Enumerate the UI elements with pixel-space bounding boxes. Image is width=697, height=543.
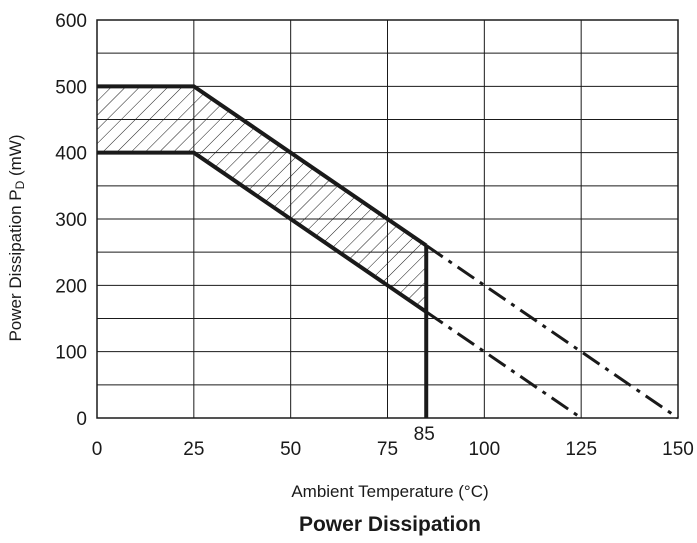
y-axis-title-unit: (mW) <box>6 134 25 180</box>
y-tick-label: 500 <box>55 77 87 98</box>
y-axis-title: Power Dissipation PD (mW) <box>6 134 27 341</box>
y-tick-labels: 0 100 200 300 400 500 600 <box>55 11 87 430</box>
y-tick-label: 300 <box>55 210 87 231</box>
x-tick-label: 0 <box>92 439 103 460</box>
x-tick-label: 50 <box>280 439 301 460</box>
x-tick-label: 75 <box>377 439 398 460</box>
y-tick-label: 400 <box>55 144 87 165</box>
y-tick-label: 200 <box>55 276 87 297</box>
x-tick-label: 25 <box>183 439 204 460</box>
derating-line <box>97 84 428 248</box>
plot-frame <box>96 19 679 419</box>
x-tick-labels: 0 25 50 75 100 125 150 <box>92 439 694 460</box>
y-tick-label: 600 <box>55 11 87 32</box>
x-marker-label-85: 85 <box>414 424 435 445</box>
x-tick-label: 100 <box>468 439 500 460</box>
x-tick-label: 150 <box>662 439 694 460</box>
derating-extension-line <box>425 310 583 420</box>
y-axis-title-subscript: D <box>13 180 27 189</box>
chart-title: Power Dissipation <box>299 513 481 536</box>
x-tick-label: 125 <box>565 439 597 460</box>
y-tick-label: 0 <box>76 409 87 430</box>
y-axis-title-main: Power Dissipation P <box>6 189 25 341</box>
derating-line <box>97 150 428 314</box>
y-tick-label: 100 <box>55 343 87 364</box>
x-axis-title: Ambient Temperature (°C) <box>291 482 488 501</box>
series-lines <box>97 84 679 420</box>
derating-extension-line <box>425 244 679 420</box>
